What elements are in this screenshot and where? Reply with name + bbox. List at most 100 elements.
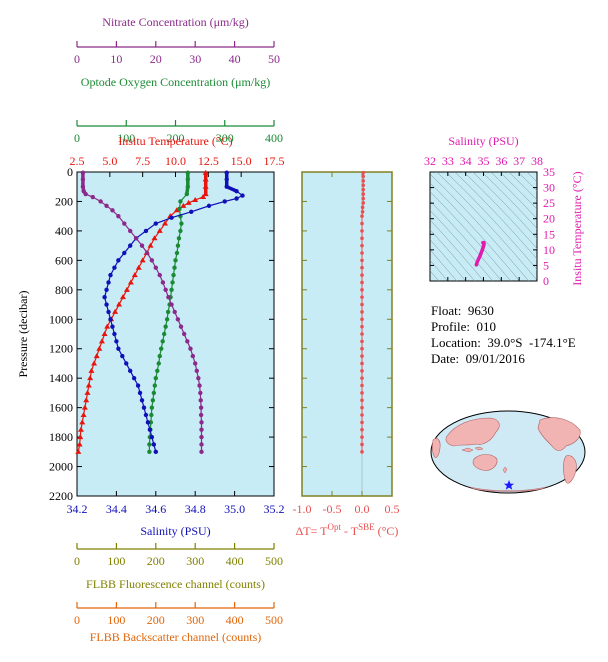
delta-axis-label: ΔT= TOpt - TSBE (°C)	[296, 522, 399, 538]
oxygen-point	[165, 309, 171, 315]
nitrate-point	[157, 272, 162, 278]
salinity-point	[110, 324, 115, 329]
oxygen-point	[159, 346, 164, 351]
ts-isopycnal	[430, 182, 521, 281]
oxygen-point	[176, 236, 182, 241]
salinity-tick-label: 35.2	[264, 502, 285, 516]
nitrate-point	[198, 390, 203, 396]
temperature-point	[119, 294, 126, 300]
oxygen-axis-tick-label: 300	[216, 131, 234, 145]
salinity-point	[102, 294, 107, 300]
temperature-tick-label: 2.5	[70, 154, 85, 168]
ts-isopycnal	[430, 259, 449, 281]
fluorescence-axis-tick-label: 0	[74, 554, 80, 568]
ts-isopycnal	[526, 172, 537, 183]
ts-isopycnal	[430, 200, 503, 281]
oxygen-axis-tick-label: 0	[74, 131, 80, 145]
delta-point	[361, 192, 366, 196]
temperature-point	[135, 264, 142, 270]
nitrate-point	[178, 324, 184, 329]
oxygen-point	[147, 449, 152, 455]
ts-y-tick-label: 0	[543, 274, 549, 288]
nitrate-point	[185, 339, 190, 344]
salinity-point	[147, 427, 153, 432]
y-tick-label: 2000	[49, 460, 73, 474]
nitrate-point	[90, 194, 95, 200]
temperature-point	[161, 220, 168, 226]
backscatter-axis-label: FLBB Backscatter channel (counts)	[90, 630, 262, 644]
nitrate-point	[197, 383, 202, 388]
oxygen-axis-tick-label: 100	[117, 131, 135, 145]
oxygen-point	[174, 250, 180, 256]
salinity-point	[112, 331, 117, 337]
salinity-tick-label: 34.2	[67, 502, 88, 516]
oxygen-point	[177, 206, 182, 212]
temperature-point	[147, 242, 154, 248]
salinity-point	[112, 265, 117, 270]
temperature-point	[91, 360, 98, 366]
delta-point	[360, 369, 364, 373]
profile-line: Profile: 010	[431, 319, 496, 334]
oxygen-point	[150, 398, 156, 403]
delta-point	[360, 317, 364, 322]
nitrate-axis-tick-label: 50	[268, 52, 280, 66]
nitrate-point	[163, 287, 168, 293]
temperature-point	[112, 308, 119, 314]
ts-y-axis-label: Insitu Temperature (°C)	[570, 171, 584, 285]
world-map-icon	[430, 410, 586, 494]
fluorescence-axis-tick-label: 200	[147, 554, 165, 568]
salinity-point	[108, 272, 113, 278]
fluorescence-axis-tick-label: 300	[186, 554, 204, 568]
salinity-tick-label: 34.6	[145, 502, 166, 516]
oxygen-point	[153, 375, 158, 381]
nitrate-point	[169, 302, 174, 307]
salinity-point	[141, 405, 147, 410]
oxygen-point	[160, 339, 165, 344]
oxygen-point	[155, 368, 160, 374]
ts-x-tick-label: 35	[478, 154, 490, 168]
delta-x-tick-label: 0.0	[355, 502, 370, 516]
temperature-tick-label: 15.0	[231, 154, 252, 168]
temperature-point	[88, 367, 95, 373]
nitrate-point	[139, 243, 145, 248]
delta-point	[360, 413, 364, 417]
delta-point	[361, 183, 366, 188]
y-axis-label: Pressure (decibar)	[16, 291, 30, 378]
oxygen-point	[151, 390, 157, 396]
oxygen-point	[147, 442, 152, 447]
salinity-point	[240, 193, 245, 198]
ts-isopycnal	[430, 191, 512, 281]
nitrate-point	[104, 203, 109, 209]
delta-point	[361, 174, 366, 179]
salinity-tick-label: 35.0	[224, 502, 245, 516]
nitrate-point	[110, 208, 115, 213]
nitrate-point	[194, 368, 199, 374]
delta-point	[360, 310, 364, 314]
temperature-point	[84, 389, 91, 395]
oxygen-point	[152, 383, 158, 388]
ts-y-tick-label: 15	[543, 227, 555, 241]
delta-point	[360, 391, 364, 395]
salinity-point	[222, 199, 227, 204]
nitrate-axis-label: Nitrate Concentration (μm/kg)	[102, 15, 248, 29]
backscatter-axis-tick-label: 300	[186, 613, 204, 627]
delta-point	[360, 229, 364, 233]
fluorescence-axis-label: FLBB Fluorescence channel (counts)	[86, 577, 265, 591]
y-tick-label: 800	[55, 283, 73, 297]
salinity-point	[116, 346, 121, 351]
salinity-point	[137, 390, 143, 396]
oxygen-point	[164, 317, 170, 322]
ts-isopycnal	[430, 229, 476, 281]
delta-point	[360, 376, 364, 380]
salinity-tick-label: 34.8	[185, 502, 206, 516]
delta-point	[360, 332, 364, 336]
temperature-point	[77, 434, 84, 440]
ts-x-tick-label: 36	[495, 154, 507, 168]
delta-point	[360, 346, 364, 351]
temperature-point	[185, 199, 192, 205]
ts-isopycnal	[499, 172, 537, 210]
salinity-point	[122, 250, 127, 256]
ts-x-tick-label: 34	[460, 154, 472, 168]
oxygen-axis-label: Optode Oxygen Concentration (μm/kg)	[81, 75, 270, 89]
